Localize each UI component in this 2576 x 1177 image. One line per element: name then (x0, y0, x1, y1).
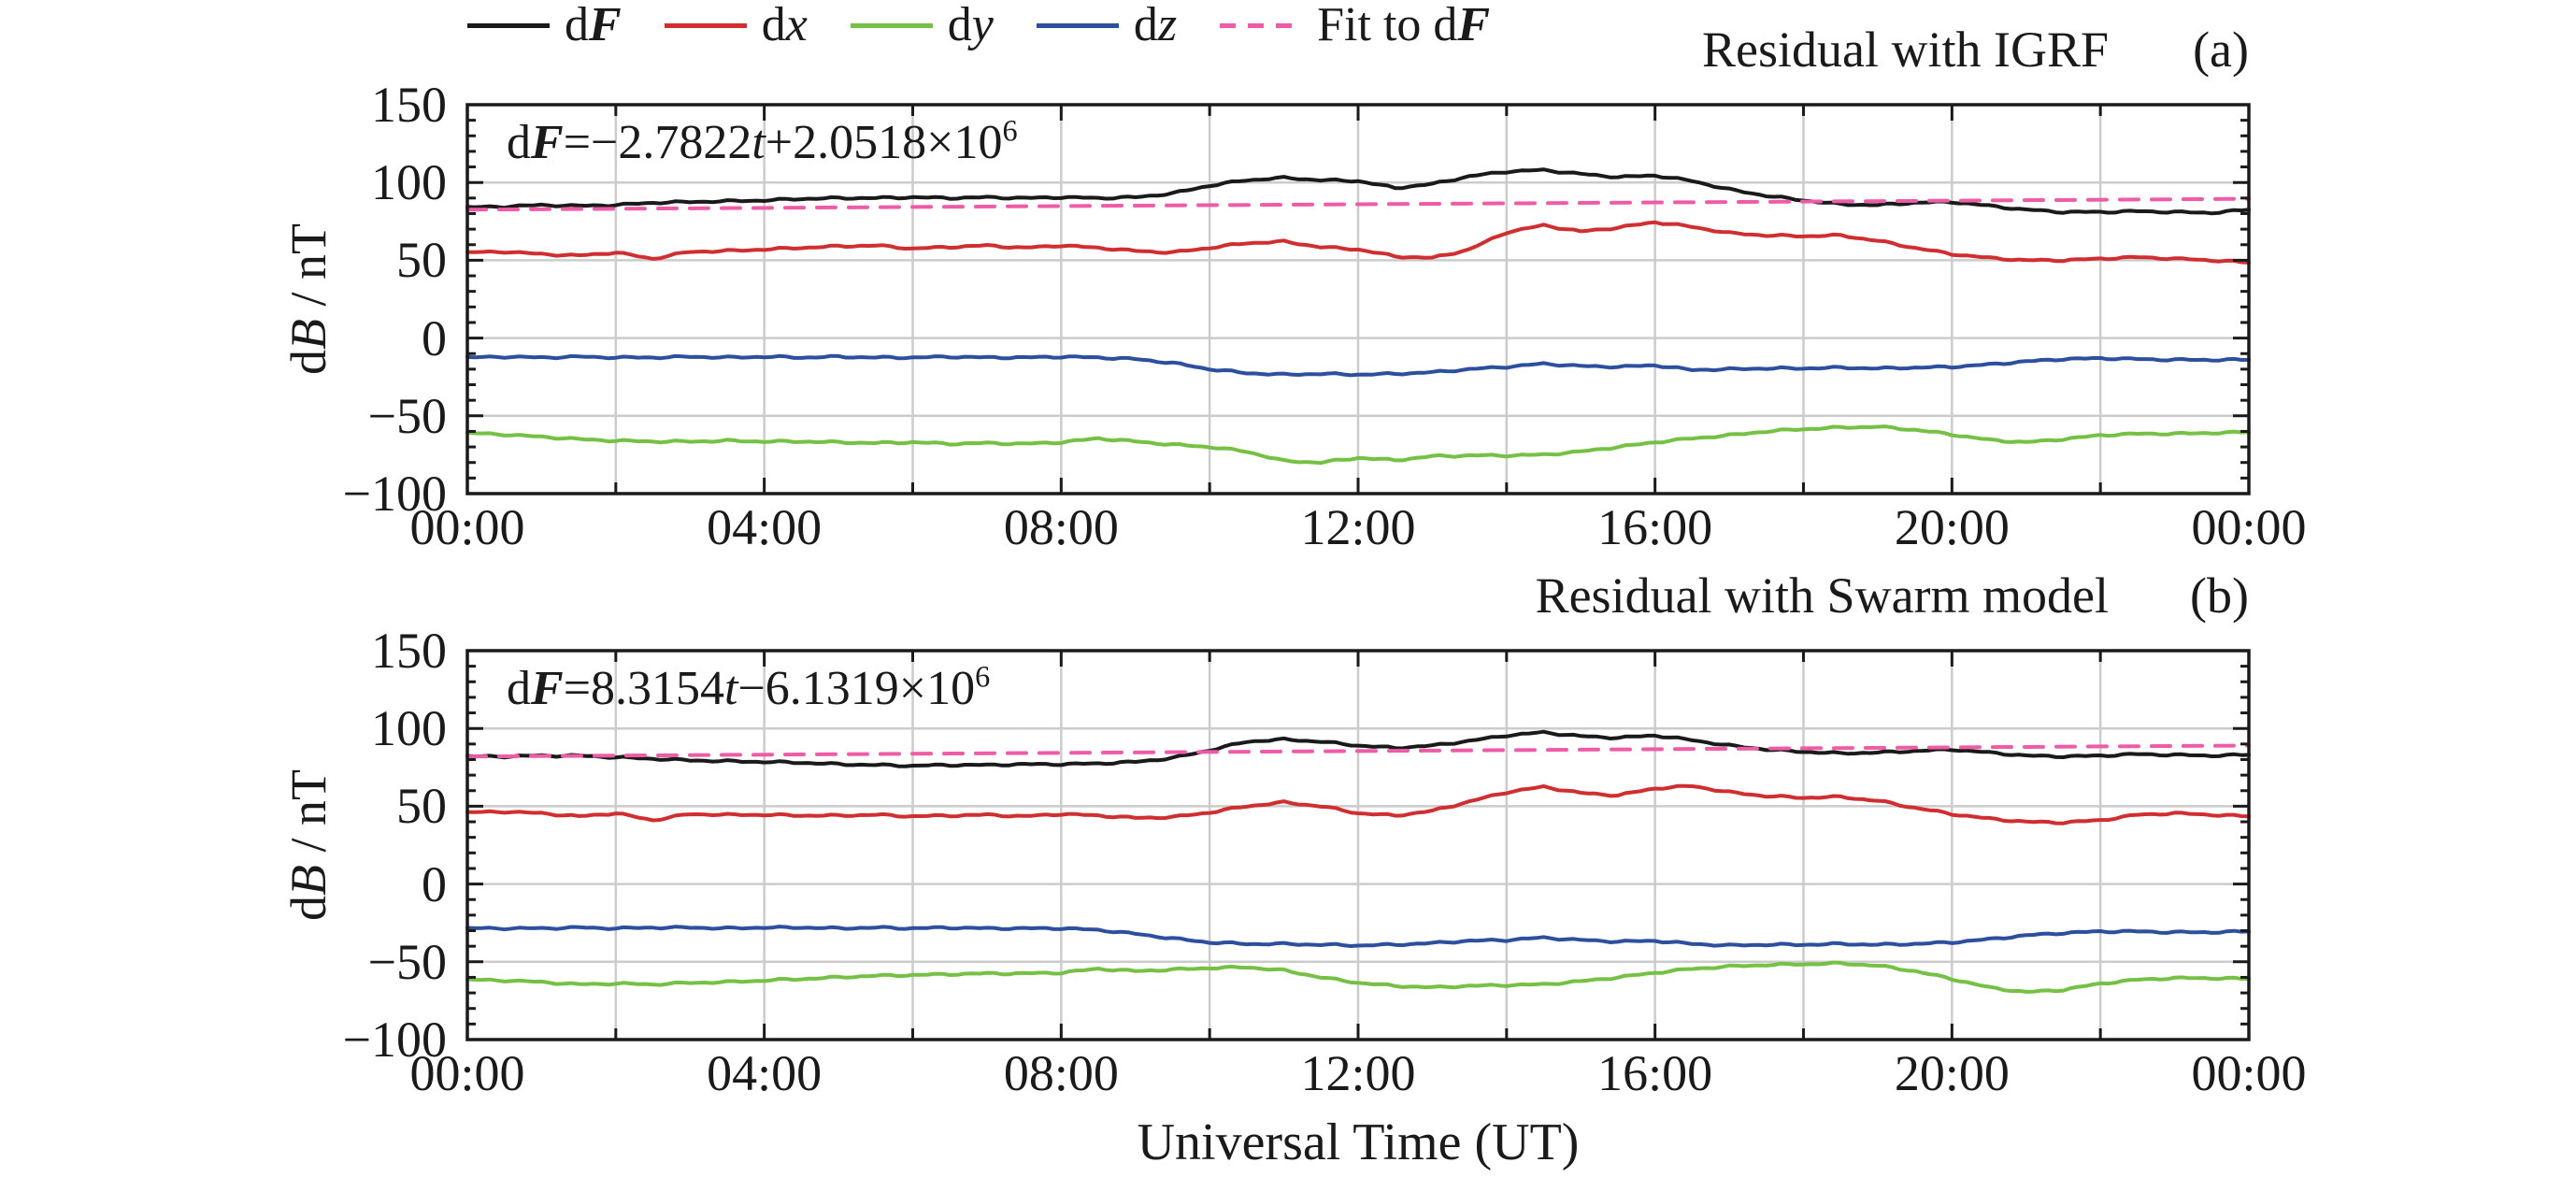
y-tick-label: 50 (396, 778, 447, 835)
y-tick-label: −50 (367, 387, 447, 444)
x-tick-label: 08:00 (1003, 1045, 1119, 1101)
x-tick-label: 12:00 (1300, 1045, 1416, 1101)
x-tick-label: 04:00 (707, 499, 823, 555)
x-tick-label: 00:00 (2191, 499, 2307, 555)
y-tick-label: 0 (422, 309, 447, 366)
series-Fit-to-dF (465, 743, 2251, 759)
x-tick-label: 00:00 (409, 1045, 525, 1101)
y-tick-label: −100 (342, 1012, 447, 1068)
legend-item-dz: dz (1036, 0, 1178, 51)
legend-label: dz (1133, 0, 1178, 51)
legend-label: dy (947, 0, 994, 51)
panel-b-title: Residual with Swarm model (1535, 567, 2109, 624)
eq-b-exp: 6 (975, 659, 991, 694)
panel-a-plot: dF=−2.7822t+2.0518×106 (465, 103, 2251, 495)
x-axis-label: Universal Time (UT) (1137, 1113, 1580, 1171)
eq-a-d: d (507, 116, 531, 169)
x-tick-label: 20:00 (1894, 499, 2010, 555)
eq-a-pre: =−2.7822 (563, 116, 752, 169)
legend-swatch-pink (1220, 22, 1303, 28)
x-tick-label: 16:00 (1597, 499, 1713, 555)
series-dy (465, 424, 2251, 466)
legend-item-dF: dF (467, 1, 622, 50)
legend-item-dx: dx (664, 0, 808, 51)
series-dx (465, 220, 2251, 265)
eq-b-F: F (531, 662, 564, 715)
y-tick-label: 100 (371, 154, 447, 211)
eq-b-pre: =8.3154 (563, 662, 725, 715)
x-tick-label: 00:00 (2191, 1045, 2307, 1101)
legend-swatch-red (664, 22, 747, 28)
eq-a-F: F (531, 116, 564, 169)
y-tick-label: 150 (371, 77, 447, 133)
y-tick-label: 50 (396, 232, 447, 289)
legend-swatch-green (850, 22, 933, 28)
panel-b-plot: dF=8.3154t−6.1319×106 (465, 649, 2251, 1041)
legend-item-Fit-to-dF: Fit to dF (1220, 1, 1490, 50)
eq-b-t: t (724, 662, 738, 715)
series-dz (465, 925, 2251, 948)
legend: dF dx dy dz Fit to dF (467, 0, 1533, 50)
x-tick-label: 04:00 (707, 1045, 823, 1101)
panel-a-equation: dF=−2.7822t+2.0518×106 (507, 116, 1018, 169)
series-dx (465, 783, 2251, 825)
legend-swatch-blue (1036, 22, 1119, 28)
panel-a-tag: (a) (2193, 22, 2249, 78)
eq-a-t: t (751, 116, 766, 169)
x-tick-label: 20:00 (1894, 1045, 2010, 1101)
panel-b-tag: (b) (2190, 567, 2249, 624)
eq-b-d: d (507, 662, 531, 715)
legend-label: Fit to dF (1317, 0, 1491, 51)
y-tick-label: −100 (342, 466, 447, 522)
y-tick-label: 100 (371, 700, 447, 757)
y-tick-label: 0 (422, 855, 447, 912)
x-tick-label: 08:00 (1003, 499, 1119, 555)
legend-item-dy: dy (850, 0, 994, 51)
x-tick-label: 12:00 (1300, 499, 1416, 555)
panel-b-equation: dF=8.3154t−6.1319×106 (507, 662, 990, 715)
series-dz (465, 353, 2251, 378)
y-tick-label: −50 (367, 933, 447, 990)
eq-b-post: −6.1319×10 (737, 662, 976, 715)
panel-a-title-row: Residual with IGRF (a) (467, 22, 2249, 77)
eq-a-post: +2.0518×10 (765, 116, 1003, 169)
chart-svg (465, 103, 2251, 495)
panel-b-title-row: Residual with Swarm model (b) (467, 568, 2249, 623)
series-dF (465, 167, 2251, 216)
plot-border (465, 649, 2251, 1041)
legend-swatch-black (467, 22, 550, 28)
y-tick-label: 150 (371, 623, 447, 679)
legend-label: dx (761, 0, 808, 51)
chart-svg (465, 649, 2251, 1041)
legend-label: dF (565, 0, 622, 51)
x-tick-label: 00:00 (409, 499, 525, 555)
plot-border (465, 103, 2251, 495)
eq-a-exp: 6 (1002, 113, 1018, 148)
series-Fit-to-dF (465, 196, 2251, 212)
panel-a-title: Residual with IGRF (1701, 22, 2109, 78)
series-dy (465, 960, 2251, 994)
x-tick-label: 16:00 (1597, 1045, 1713, 1101)
series-dF (465, 729, 2251, 768)
